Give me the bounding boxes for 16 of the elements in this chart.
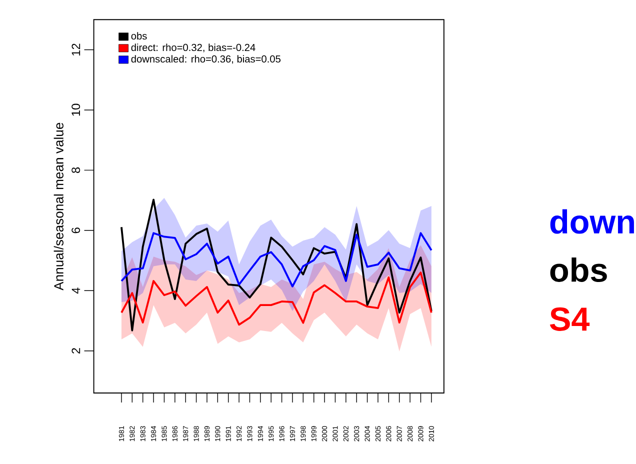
- y-tick-label: 12: [72, 44, 80, 56]
- text: obs: [550, 257, 607, 282]
- y-tick-label: 10: [72, 104, 80, 116]
- text: S4: [550, 307, 590, 331]
- y-tick-label: 2: [72, 348, 80, 354]
- text: down: [550, 209, 634, 234]
- y-tick-label: 4: [72, 287, 80, 294]
- legend-label: direct: rho=0.32, bias=-0.24: [131, 43, 256, 52]
- line-series: [120, 271, 432, 326]
- legend-label: obs: [131, 32, 147, 40]
- line-series: [120, 232, 432, 288]
- y-tick-label: 8: [72, 167, 80, 173]
- line-series: [120, 198, 432, 332]
- legend-label: downscaled: rho=0.36, bias=0.05: [131, 54, 281, 64]
- y-axis-title: Annual/seasonal mean value: [54, 122, 64, 290]
- y-tick-label: 6: [72, 227, 80, 233]
